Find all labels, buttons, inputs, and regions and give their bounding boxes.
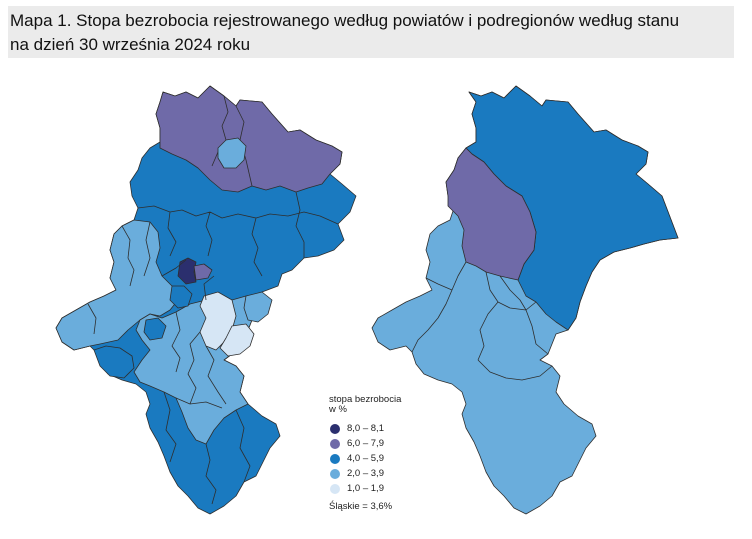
county-inner-borders: [87, 191, 339, 505]
county-central-dark: [169, 285, 193, 309]
legend-item: 2,0 – 3,9: [330, 466, 459, 481]
legend-item: 8,0 – 8,1: [330, 421, 459, 436]
county-map: [55, 85, 357, 515]
county-sw-dark-2: [143, 317, 167, 341]
legend-items: 8,0 – 8,1 6,0 – 7,9 4,0 – 5,9 2,0 – 3,9 …: [329, 421, 459, 496]
legend-item: 6,0 – 7,9: [330, 436, 459, 451]
county-darkest: [177, 257, 197, 285]
legend-label: 2,0 – 3,9: [347, 468, 384, 479]
county-east-light: [243, 291, 273, 323]
subregion-map: [371, 85, 679, 515]
county-sw-dark-1: [93, 345, 135, 379]
legend-label: 6,0 – 7,9: [347, 438, 384, 449]
subregion-inner-borders: [411, 261, 553, 381]
legend-swatch: [330, 423, 340, 434]
county-purple-small: [193, 263, 213, 281]
legend-title-line-2: w %: [329, 404, 347, 415]
legend-swatch: [330, 468, 340, 479]
legend: stopa bezrobocia w % 8,0 – 8,1 6,0 – 7,9…: [329, 394, 459, 513]
county-north-purple: [155, 85, 343, 193]
title-line-1: Mapa 1. Stopa bezrobocia rejestrowanego …: [10, 11, 680, 30]
county-west-light: [55, 219, 179, 351]
county-east-verylight: [219, 323, 255, 357]
legend-item: 4,0 – 5,9: [330, 451, 459, 466]
legend-label: 4,0 – 5,9: [347, 453, 384, 464]
title-line-2: na dzień 30 września 2024 roku: [10, 35, 251, 54]
legend-label: 1,0 – 1,9: [347, 483, 384, 494]
legend-title-line-1: stopa bezrobocia: [329, 394, 402, 405]
legend-label: 8,0 – 8,1: [347, 423, 384, 434]
legend-item: 1,0 – 1,9: [330, 481, 459, 496]
subregion-purple: [445, 147, 537, 281]
county-north-enclave: [217, 137, 247, 169]
legend-note: Śląskie = 3,6%: [329, 501, 393, 512]
legend-swatch: [330, 438, 340, 449]
map-title: Mapa 1. Stopa bezrobocia rejestrowanego …: [8, 6, 734, 58]
legend-swatch: [330, 483, 340, 494]
legend-swatch: [330, 453, 340, 464]
